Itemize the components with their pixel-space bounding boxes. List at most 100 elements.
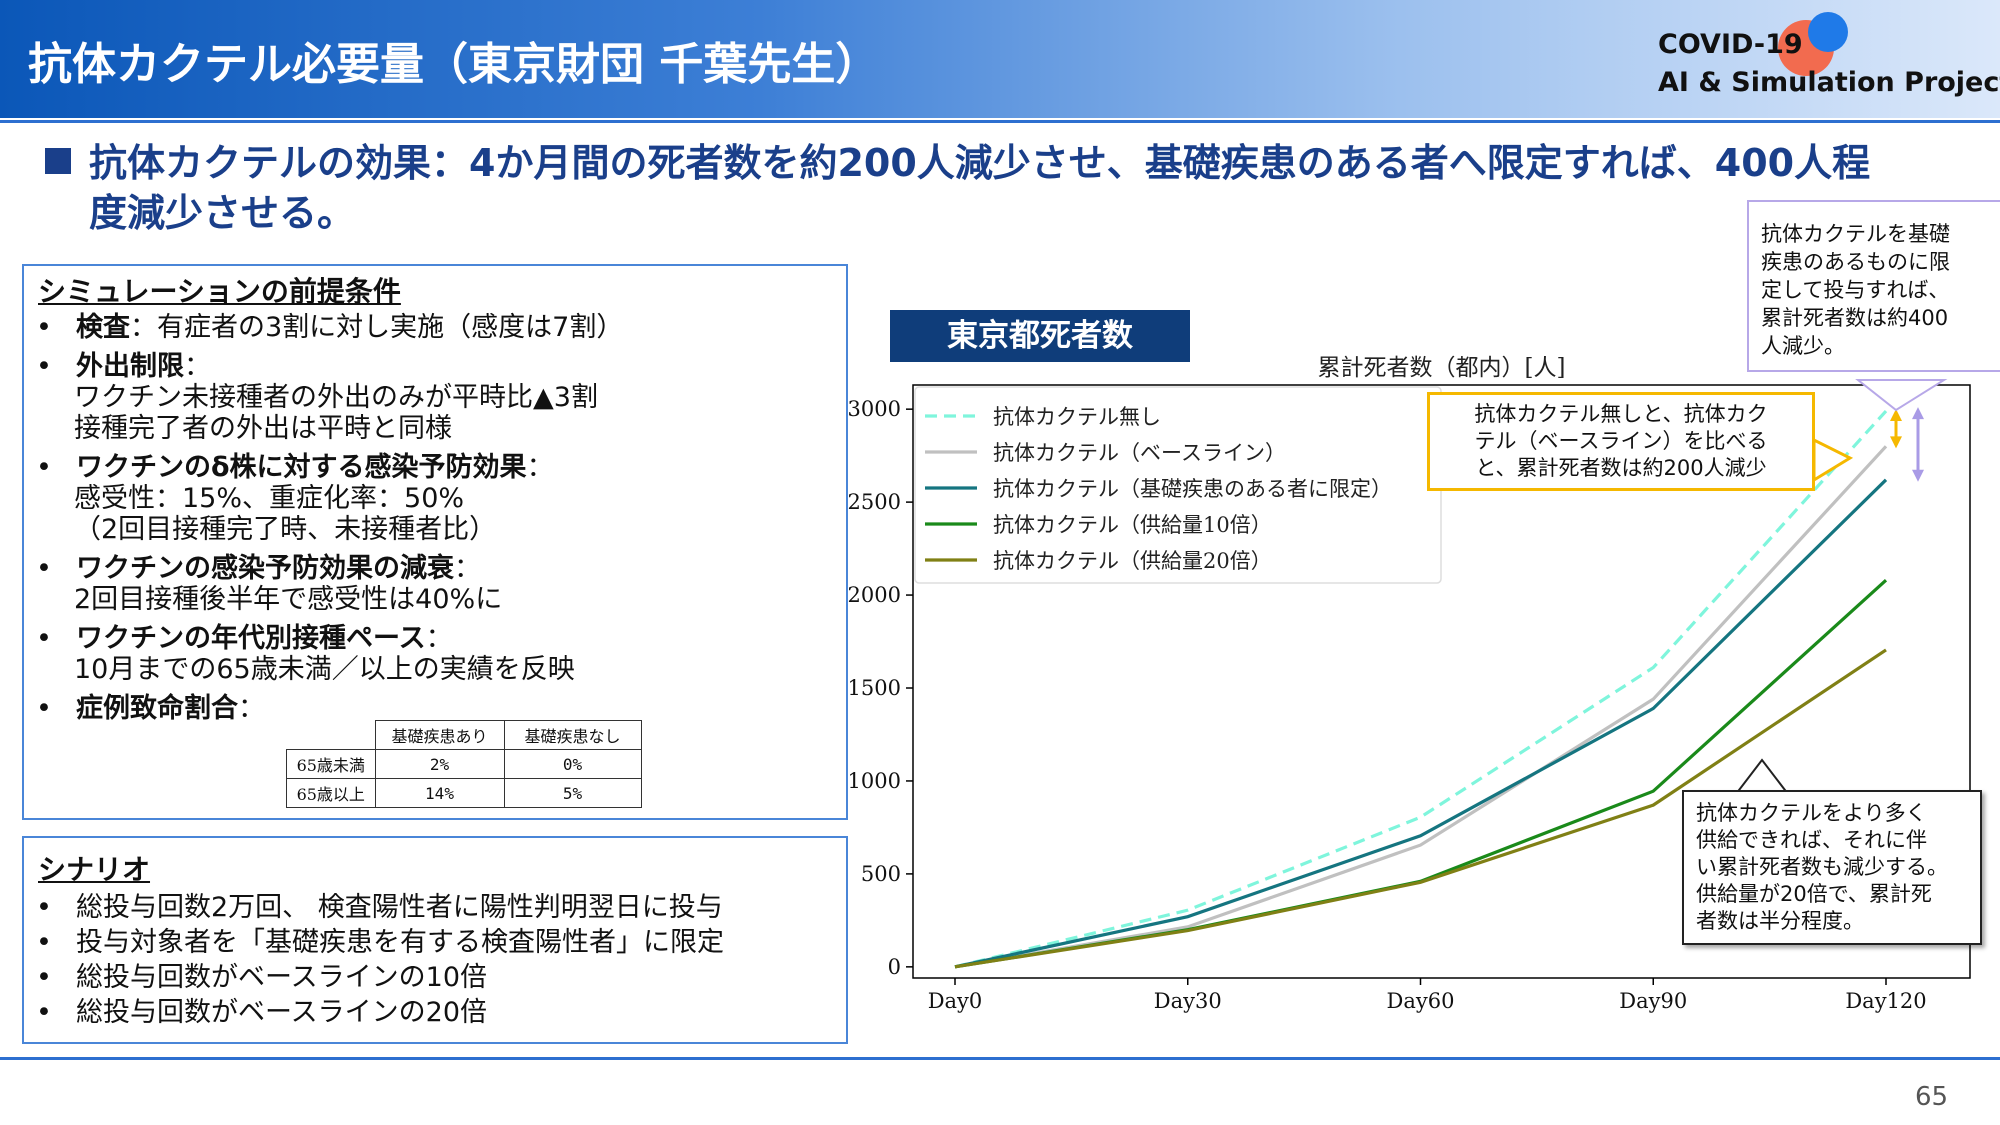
callout-line: 人減少。 [1761, 334, 1845, 358]
callout-line: 供給できれば、それに伴 [1696, 828, 1927, 852]
callout-bottom: 抗体カクテルをより多く 供給できれば、それに伴 い累計死者数も減少する。 供給量が20… [1682, 790, 1982, 945]
headline: 抗体カクテルの効果：4か月間の死者数を約200人減少させ、基礎疾患のある者へ限定… [45, 138, 1945, 238]
page-number: 65 [1915, 1082, 1949, 1112]
y-tick-label: 3000 [848, 397, 901, 421]
legend-label: 抗体カクテル（基礎疾患のある者に限定） [993, 477, 1392, 501]
callout-line: い累計死者数も減少する。 [1696, 855, 1948, 879]
premise-item: ワクチンの感染予防効果の減衰：2回目接種後半年で感受性は40%に [24, 553, 844, 615]
scenario-item: 総投与回数がベースラインの20倍 [24, 995, 844, 1030]
page-title: 抗体カクテル必要量（東京財団 千葉先生） [28, 39, 880, 90]
callout-line: 疾患のあるものに限 [1761, 250, 1950, 274]
premise-item-text: ： [184, 351, 211, 382]
header-rule [0, 120, 2000, 123]
premise-item-label: ワクチンのδ株に対する感染予防効果 [76, 452, 527, 483]
fatality-table-header [286, 720, 376, 750]
x-tick-label: Day30 [1154, 989, 1222, 1013]
premise-item-detail: 感受性：15%、重症化率：50% [74, 483, 465, 514]
arrow-head-icon [1890, 436, 1902, 449]
fatality-table-cell: 14% [374, 778, 505, 808]
header-bar [0, 0, 2000, 118]
scenario-item: 総投与回数2万回、 検査陽性者に陽性判明翌日に投与 [24, 890, 844, 925]
callout-line: 抗体カクテルを基礎 [1761, 222, 1950, 246]
fatality-table-cell: 2% [374, 749, 505, 779]
premise-item-text: ： [454, 553, 481, 584]
premise-box: シミュレーションの前提条件 検査：有症者の3割に対し実施（感度は7割）外出制限：… [22, 264, 848, 820]
premise-item-label: 外出制限 [76, 351, 184, 382]
logo-blue-circle-icon [1808, 12, 1848, 52]
callout-pointer-top [1855, 379, 1948, 412]
y-tick-label: 2500 [848, 490, 901, 514]
premise-item-detail: （2回目接種完了時、未接種者比） [74, 514, 497, 545]
logo-line1: COVID-19 [1658, 29, 1803, 60]
y-tick-label: 500 [861, 862, 901, 886]
premise-item-text: ： [425, 623, 453, 654]
fatality-table-row: 65歳未満 2% 0% [286, 749, 642, 779]
callout-middle: 抗体カクテル無しと、抗体カク テル（ベースライン）を比べる と、累計死者数は約200… [1427, 392, 1815, 491]
x-tick-label: Day0 [928, 989, 983, 1013]
premise-item-text: ： [526, 452, 554, 483]
callout-top: 抗体カクテルを基礎 疾患のあるものに限 定して投与すれば、 累計死者数は約400 人減少… [1747, 200, 2000, 372]
fatality-table: 基礎疾患あり 基礎疾患なし 65歳未満 2% 0% 65歳以上 14% 5% [286, 720, 642, 808]
callout-line: テル（ベースライン）を比べる [1474, 429, 1768, 453]
y-tick-label: 0 [888, 955, 901, 979]
callout-line: 定して投与すれば、 [1761, 278, 1950, 302]
callout-pointer-bottom [1733, 758, 1791, 795]
premise-item-label: 検査 [76, 312, 130, 343]
fatality-table-header: 基礎疾患なし [503, 720, 642, 750]
x-tick-label: Day60 [1387, 989, 1455, 1013]
premise-item: 検査：有症者の3割に対し実施（感度は7割） [24, 312, 844, 343]
callout-line: 抗体カクテル無しと、抗体カク [1474, 402, 1768, 426]
arrow-head-icon [1890, 409, 1902, 422]
x-tick-label: Day90 [1619, 989, 1687, 1013]
premise-item-label: ワクチンの感染予防効果の減衰 [76, 553, 454, 584]
arrow-head-icon [1912, 407, 1924, 420]
y-tick-label: 1500 [848, 676, 901, 700]
legend-label: 抗体カクテル無し [993, 405, 1161, 429]
scenario-item: 総投与回数がベースラインの10倍 [24, 960, 844, 995]
premise-item-detail: 2回目接種後半年で感受性は40%に [74, 584, 503, 615]
fatality-table-cell: 65歳以上 [286, 778, 376, 808]
x-tick-label: Day120 [1845, 989, 1926, 1013]
chart-title-badge: 東京都死者数 [890, 310, 1190, 362]
premise-item: ワクチンの年代別接種ペース：10月までの65歳未満／以上の実績を反映 [24, 623, 844, 685]
premise-item-detail: ワクチン未接種者の外出のみが平時比▲3割 [74, 382, 598, 413]
premise-item-label: 症例致命割合 [76, 693, 238, 724]
y-tick-label: 1000 [848, 769, 901, 793]
legend-label: 抗体カクテル（供給量10倍） [993, 513, 1272, 537]
premise-item-label: ワクチンの年代別接種ペース [76, 623, 426, 654]
callout-line: 累計死者数は約400 [1761, 306, 1949, 330]
legend-label: 抗体カクテル（ベースライン） [993, 441, 1286, 465]
arrow-head-icon [1912, 469, 1924, 482]
fatality-table-row: 65歳以上 14% 5% [286, 778, 642, 808]
premise-item-text: ： [238, 693, 265, 724]
fatality-table-cell: 65歳未満 [286, 749, 376, 779]
scenario-heading: シナリオ [38, 853, 151, 886]
premise-item: ワクチンのδ株に対する感染予防効果： 感受性：15%、重症化率：50%（2回目接種… [24, 452, 844, 545]
premise-item-text: ：有症者の3割に対し実施（感度は7割） [130, 312, 624, 343]
premise-item-detail: 10月までの65歳未満／以上の実績を反映 [74, 654, 575, 685]
headline-line1: 抗体カクテルの効果：4か月間の死者数を約200人減少させ、基礎疾患のある者へ限定… [89, 141, 1871, 185]
legend-label: 抗体カクテル（供給量20倍） [993, 549, 1272, 573]
premise-item: 症例致命割合： [24, 693, 844, 724]
premise-heading: シミュレーションの前提条件 [38, 275, 401, 308]
scenario-box: シナリオ 総投与回数2万回、 検査陽性者に陽性判明翌日に投与投与対象者を「基礎疾… [22, 836, 848, 1044]
chart-axis-title: 累計死者数（都内）[人] [1318, 355, 1566, 381]
premise-list: 検査：有症者の3割に対し実施（感度は7割）外出制限：ワクチン未接種者の外出のみが… [24, 312, 844, 732]
legend-box [914, 386, 1442, 584]
headline-line2: 度減少させる。 [89, 191, 356, 235]
footer-rule [0, 1057, 2000, 1060]
logo-line2: AI & Simulation Project [1658, 67, 2000, 98]
scenario-item: 投与対象者を「基礎疾患を有する検査陽性者」に限定 [24, 925, 844, 960]
project-logo: COVID-19 AI & Simulation Project [1658, 26, 2000, 102]
callout-line: と、累計死者数は約200人減少 [1475, 456, 1767, 480]
premise-item-detail: 接種完了者の外出は平時と同様 [74, 413, 452, 444]
fatality-table-header: 基礎疾患あり [374, 720, 505, 750]
square-bullet-icon [45, 148, 71, 174]
y-tick-label: 2000 [848, 583, 901, 607]
callout-line: 者数は半分程度。 [1696, 909, 1864, 933]
scenario-list: 総投与回数2万回、 検査陽性者に陽性判明翌日に投与投与対象者を「基礎疾患を有する… [24, 890, 844, 1030]
fatality-table-cell: 5% [503, 778, 642, 808]
callout-line: 抗体カクテルをより多く [1696, 801, 1927, 825]
callout-line: 供給量が20倍で、累計死 [1696, 882, 1932, 906]
